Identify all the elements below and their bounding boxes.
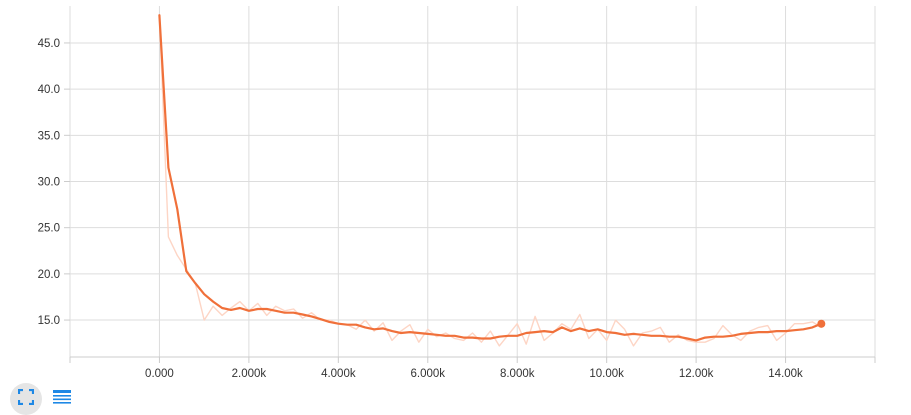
y-tick-label: 15.0 [38,315,60,327]
grid-lines [69,6,876,357]
x-tick-label: 8.000k [500,368,535,380]
series-layer [158,14,826,347]
raw-series-line [158,14,822,347]
y-tick-label: 45.0 [38,38,60,50]
y-axis-ticks: 15.0 20.0 25.0 30.0 35.0 40.0 45.0 [38,38,70,327]
y-tick-label: 20.0 [38,269,60,281]
last-point-marker [817,319,826,328]
toggle-data-table-button[interactable] [50,387,74,411]
x-tick-label: 14.00k [768,368,803,380]
data-table-icon [52,389,72,410]
x-tick-label: 0.000 [145,368,174,380]
fit-to-view-icon [17,388,35,410]
smoothed-series-line [158,14,823,342]
x-tick-label: 2.000k [232,368,267,380]
x-tick-label: 6.000k [411,368,446,380]
chart-toolbar [10,383,74,415]
x-tick-label: 4.000k [321,368,356,380]
line-chart: 0.000 2.000k 4.000k 6.000k 8.000k 10.00k 12.00… [38,6,876,380]
y-tick-label: 30.0 [38,177,60,189]
y-tick-label: 40.0 [38,84,60,96]
x-tick-label: 10.00k [589,368,624,380]
fit-to-view-button[interactable] [10,383,42,415]
x-tick-label: 12.00k [679,368,714,380]
y-tick-label: 25.0 [38,223,60,235]
y-tick-label: 35.0 [38,130,60,142]
x-axis-ticks: 0.000 2.000k 4.000k 6.000k 8.000k 10.00k 12.00… [69,357,876,380]
